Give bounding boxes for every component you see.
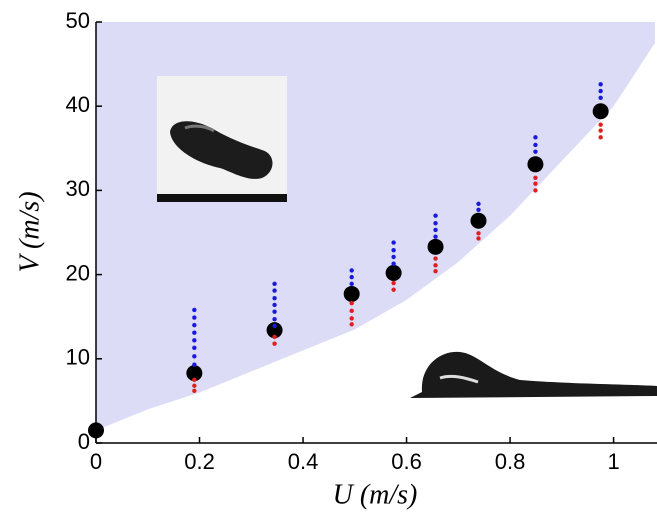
sample-dot <box>272 295 277 301</box>
sample-dot <box>476 201 481 207</box>
sample-dot <box>272 302 277 308</box>
sample-dot <box>192 354 197 359</box>
sample-dot <box>433 213 438 218</box>
drop-shape <box>170 121 273 179</box>
data-point <box>385 264 402 281</box>
x-tick-label: 0.6 <box>391 449 422 474</box>
sample-dot <box>433 234 438 239</box>
inset-drop-flying <box>157 76 287 202</box>
sample-dot <box>433 263 438 268</box>
data-point <box>470 212 487 229</box>
sample-dot <box>192 383 197 388</box>
sample-dot <box>192 307 197 313</box>
x-tick-label: 0.4 <box>288 449 319 474</box>
sample-dot <box>391 254 396 260</box>
y-tick-label: 40 <box>66 92 90 117</box>
sample-dot <box>192 330 197 335</box>
sample-dot <box>192 338 197 343</box>
sample-dot <box>476 207 481 212</box>
data-point <box>266 322 283 339</box>
sample-dot <box>391 261 396 266</box>
sample-dot <box>533 188 538 193</box>
data-point <box>88 422 104 439</box>
substrate <box>157 194 287 202</box>
sample-dot <box>533 175 538 180</box>
sample-dot <box>533 149 538 154</box>
x-tick-label: 0.8 <box>495 449 526 474</box>
y-tick-label: 0 <box>78 429 90 454</box>
sample-dot <box>433 256 438 261</box>
data-point <box>592 103 609 120</box>
sample-dot <box>598 128 603 133</box>
sample-dot <box>533 135 538 140</box>
drop-highlight <box>439 374 479 384</box>
y-tick-label: 20 <box>66 260 90 285</box>
sample-dot <box>598 82 603 87</box>
sample-dot <box>192 345 197 351</box>
x-tick-label: 1 <box>607 449 619 474</box>
sample-dot <box>192 322 197 328</box>
sample-dot <box>192 362 197 367</box>
x-tick-label: 0 <box>90 449 102 474</box>
insets <box>157 76 657 402</box>
sample-dot <box>272 334 277 340</box>
sample-dot <box>433 269 438 274</box>
sample-dot <box>391 287 396 292</box>
sample-dot <box>349 301 354 306</box>
sample-dot <box>476 231 481 236</box>
data-point <box>186 365 203 382</box>
sample-dot <box>598 88 603 94</box>
y-axis-label: V (m/s) <box>14 191 45 272</box>
sample-dot <box>272 317 277 322</box>
sample-dot <box>192 388 197 393</box>
sample-dot <box>391 280 396 286</box>
sample-dot <box>433 221 438 226</box>
inset-drop-spreading <box>410 345 657 402</box>
y-tick-label: 50 <box>66 8 90 33</box>
sample-dot <box>391 247 396 253</box>
sample-dot <box>272 288 277 293</box>
sample-dot <box>349 322 354 327</box>
sample-dot <box>272 309 277 314</box>
sample-dot <box>272 341 277 346</box>
sample-dot <box>349 308 354 314</box>
sample-dot <box>272 323 277 329</box>
data-point <box>427 238 444 255</box>
sample-dot <box>433 227 438 233</box>
sample-dot <box>533 181 538 186</box>
y-tick-label: 10 <box>66 345 90 370</box>
sample-dot <box>598 122 603 127</box>
sample-dot <box>192 377 197 383</box>
sample-dot <box>391 240 396 245</box>
sample-dot <box>598 135 603 140</box>
x-tick-label: 0.2 <box>184 449 215 474</box>
drop-shape <box>410 351 657 398</box>
sample-dot <box>349 268 354 273</box>
sample-dot <box>598 95 603 100</box>
data-point <box>343 285 360 302</box>
sample-dot <box>533 142 538 148</box>
sample-dot <box>349 316 354 321</box>
sample-dot <box>349 274 354 280</box>
sample-dot <box>192 315 197 320</box>
sample-dot <box>349 281 354 287</box>
sample-dot <box>272 281 277 287</box>
data-point <box>527 156 544 173</box>
sample-dot <box>476 236 481 241</box>
x-axis-label: U (m/s) <box>333 479 418 510</box>
drop-highlight <box>184 124 215 133</box>
y-tick-label: 30 <box>66 176 90 201</box>
